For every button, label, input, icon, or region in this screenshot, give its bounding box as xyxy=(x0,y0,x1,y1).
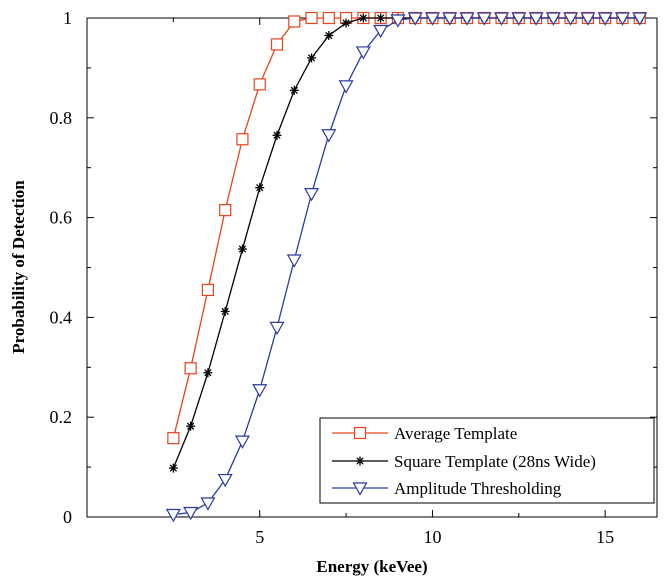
y-tick-label: 1 xyxy=(63,8,72,28)
data-point xyxy=(324,30,334,40)
data-point xyxy=(304,188,320,202)
legend: Average Template Square Template (28ns Wi… xyxy=(319,417,655,504)
data-point xyxy=(269,321,285,336)
legend-label: Amplitude Thresholding xyxy=(394,479,562,498)
series-line xyxy=(172,17,640,469)
y-tick-label: 0.4 xyxy=(50,307,73,327)
series-line xyxy=(172,17,640,439)
star-stroke xyxy=(356,457,364,465)
data-point xyxy=(352,482,368,496)
data-point xyxy=(373,24,389,39)
series-line xyxy=(173,17,640,516)
data-point xyxy=(358,13,368,23)
star-stroke xyxy=(290,86,298,94)
star-stroke xyxy=(204,369,212,377)
data-point xyxy=(219,204,232,217)
data-point xyxy=(168,463,178,473)
data-point xyxy=(286,254,302,268)
data-point xyxy=(424,12,440,26)
data-point xyxy=(305,11,318,25)
y-tick-label: 0.8 xyxy=(50,108,73,128)
data-point xyxy=(597,12,613,26)
x-tick-label: 10 xyxy=(423,527,441,547)
y-axis-title: Probability of Detection xyxy=(9,180,28,354)
data-point xyxy=(407,12,423,26)
series-0 xyxy=(167,11,646,445)
data-point xyxy=(528,12,544,26)
tick-labels: 5 10 15 0 0.2 0.4 0.6 0.8 1 xyxy=(50,8,615,547)
data-point xyxy=(252,384,268,398)
series-layer xyxy=(165,11,648,523)
data-point xyxy=(200,497,216,511)
legend-item: Square Template (28ns Wide) xyxy=(332,452,596,471)
legend-label: Average Template xyxy=(394,424,517,443)
star-stroke xyxy=(256,184,264,192)
data-point xyxy=(236,133,249,146)
star-stroke xyxy=(221,307,229,316)
star-stroke xyxy=(186,422,195,430)
star-stroke xyxy=(273,131,281,139)
data-point xyxy=(355,456,365,466)
data-point xyxy=(390,14,406,28)
data-point xyxy=(217,473,233,488)
data-point xyxy=(167,432,180,445)
data-point xyxy=(186,421,196,431)
data-point xyxy=(353,426,367,440)
legend-label: Square Template (28ns Wide) xyxy=(394,452,596,471)
data-point xyxy=(253,78,266,91)
data-point xyxy=(545,12,561,26)
x-tick-label: 15 xyxy=(596,527,614,547)
data-point xyxy=(341,18,351,28)
data-point xyxy=(255,183,265,193)
legend-item: Average Template xyxy=(332,424,517,443)
legend-item: Amplitude Thresholding xyxy=(332,479,562,498)
data-point xyxy=(289,85,299,95)
data-point xyxy=(511,12,527,26)
data-point xyxy=(165,508,181,523)
data-point xyxy=(632,12,648,26)
data-point xyxy=(237,244,247,254)
y-tick-label: 0.6 xyxy=(50,208,73,228)
star-stroke xyxy=(169,464,178,472)
x-tick-label: 5 xyxy=(255,527,264,547)
data-point xyxy=(494,12,510,26)
star-stroke xyxy=(307,54,316,62)
data-point xyxy=(355,46,371,60)
data-point xyxy=(270,38,284,51)
data-point xyxy=(307,53,317,63)
star-stroke xyxy=(238,245,247,253)
data-point xyxy=(220,306,230,316)
data-point xyxy=(459,12,475,26)
star-stroke xyxy=(325,31,333,40)
y-tick-label: 0 xyxy=(63,507,72,527)
data-point xyxy=(234,435,250,449)
data-point xyxy=(288,15,301,28)
data-point xyxy=(201,283,215,297)
star-stroke xyxy=(342,19,350,27)
data-point xyxy=(184,362,197,375)
data-point xyxy=(183,506,199,521)
data-point xyxy=(476,12,492,26)
data-point xyxy=(376,13,386,23)
star-stroke xyxy=(376,14,385,22)
data-point xyxy=(442,12,458,26)
series-1 xyxy=(168,13,645,473)
data-point xyxy=(203,368,213,378)
data-point xyxy=(321,129,337,143)
series-2 xyxy=(165,12,648,523)
star-stroke xyxy=(359,14,368,22)
y-tick-label: 0.2 xyxy=(50,407,73,427)
data-point xyxy=(322,11,335,25)
data-point xyxy=(614,12,630,26)
data-point xyxy=(580,12,596,26)
data-point xyxy=(338,80,354,94)
data-point xyxy=(272,130,282,140)
x-axis-title: Energy (keVee) xyxy=(316,557,427,576)
data-point xyxy=(563,12,579,26)
